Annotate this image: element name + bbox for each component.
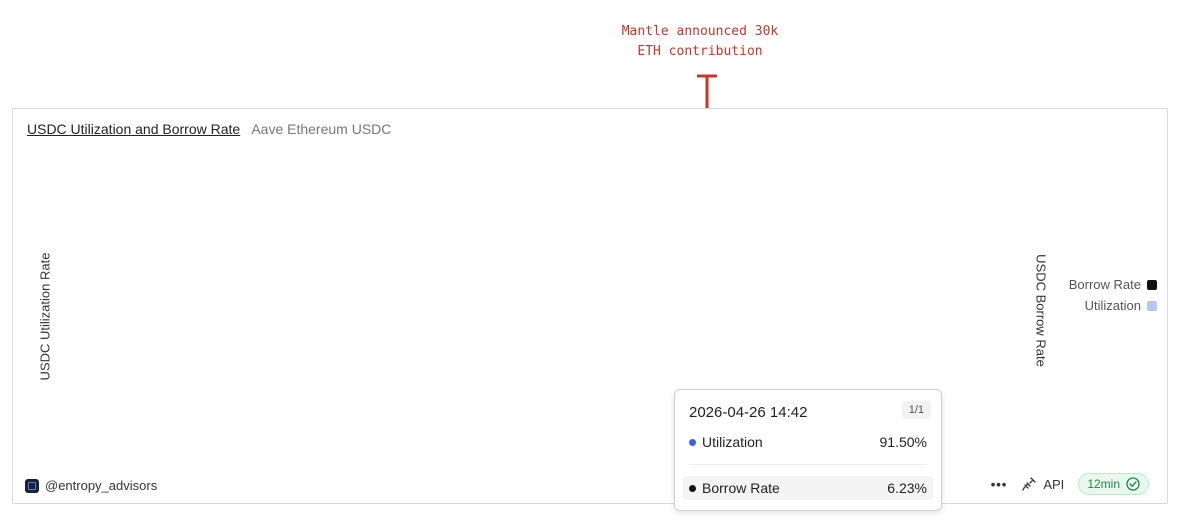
chart-title-link[interactable]: USDC Utilization and Borrow Rate bbox=[27, 121, 241, 137]
legend-item-utilization[interactable]: Utilization bbox=[1069, 298, 1157, 313]
legend-item-borrow-rate[interactable]: Borrow Rate bbox=[1069, 277, 1157, 292]
brand-handle: @entropy_advisors bbox=[45, 478, 158, 493]
legend-label: Utilization bbox=[1084, 298, 1141, 313]
utilization-dot-icon bbox=[689, 438, 696, 446]
tooltip-timestamp: 2026-04-26 14:42 bbox=[689, 404, 808, 421]
tooltip-row-label: Borrow Rate bbox=[702, 480, 780, 496]
annotation-line-1: Mantle announced 30k bbox=[621, 24, 779, 39]
chart-tooltip: 2026-04-26 14:42 1/1 Utilization 91.50% … bbox=[674, 389, 942, 511]
chart-legend: Borrow Rate Utilization bbox=[1069, 277, 1157, 319]
more-options-icon[interactable]: ••• bbox=[990, 476, 1008, 492]
y-axis-left-title: USDC Utilization Rate bbox=[37, 252, 53, 381]
legend-swatch-borrow-rate bbox=[1147, 279, 1157, 290]
annotation-line-2: ETH contribution bbox=[637, 44, 763, 59]
legend-label: Borrow Rate bbox=[1068, 277, 1141, 292]
data-freshness-badge[interactable]: 12min bbox=[1078, 473, 1149, 495]
entropy-logo-icon bbox=[25, 478, 39, 493]
event-annotation: Mantle announced 30k ETH contribution bbox=[600, 22, 800, 62]
tooltip-row-label: Utilization bbox=[702, 434, 763, 450]
plug-icon bbox=[1022, 477, 1036, 491]
api-label: API bbox=[1043, 476, 1065, 492]
chart-card: USDC Utilization and Borrow Rate Aave Et… bbox=[12, 108, 1168, 504]
api-button[interactable]: API bbox=[1021, 476, 1064, 492]
check-circle-icon bbox=[1126, 477, 1140, 491]
tooltip-row-value: 6.23% bbox=[887, 480, 927, 496]
tooltip-row-utilization: Utilization 91.50% bbox=[683, 430, 933, 454]
borrow-rate-dot-icon bbox=[689, 484, 696, 492]
legend-swatch-utilization bbox=[1147, 300, 1157, 311]
tooltip-divider bbox=[689, 464, 927, 465]
chart-subtitle: Aave Ethereum USDC bbox=[251, 121, 392, 137]
card-title: USDC Utilization and Borrow Rate Aave Et… bbox=[27, 121, 391, 137]
footer-toolbar: ••• API 12min bbox=[991, 473, 1149, 495]
freshness-label: 12min bbox=[1087, 477, 1120, 491]
tooltip-row-value: 91.50% bbox=[879, 434, 927, 450]
y-axis-right-title: USDC Borrow Rate bbox=[1033, 254, 1049, 367]
tooltip-page-indicator: 1/1 bbox=[901, 401, 931, 419]
tooltip-row-borrow-rate: Borrow Rate 6.23% bbox=[683, 476, 933, 500]
brand-footer[interactable]: @entropy_advisors bbox=[25, 478, 157, 493]
